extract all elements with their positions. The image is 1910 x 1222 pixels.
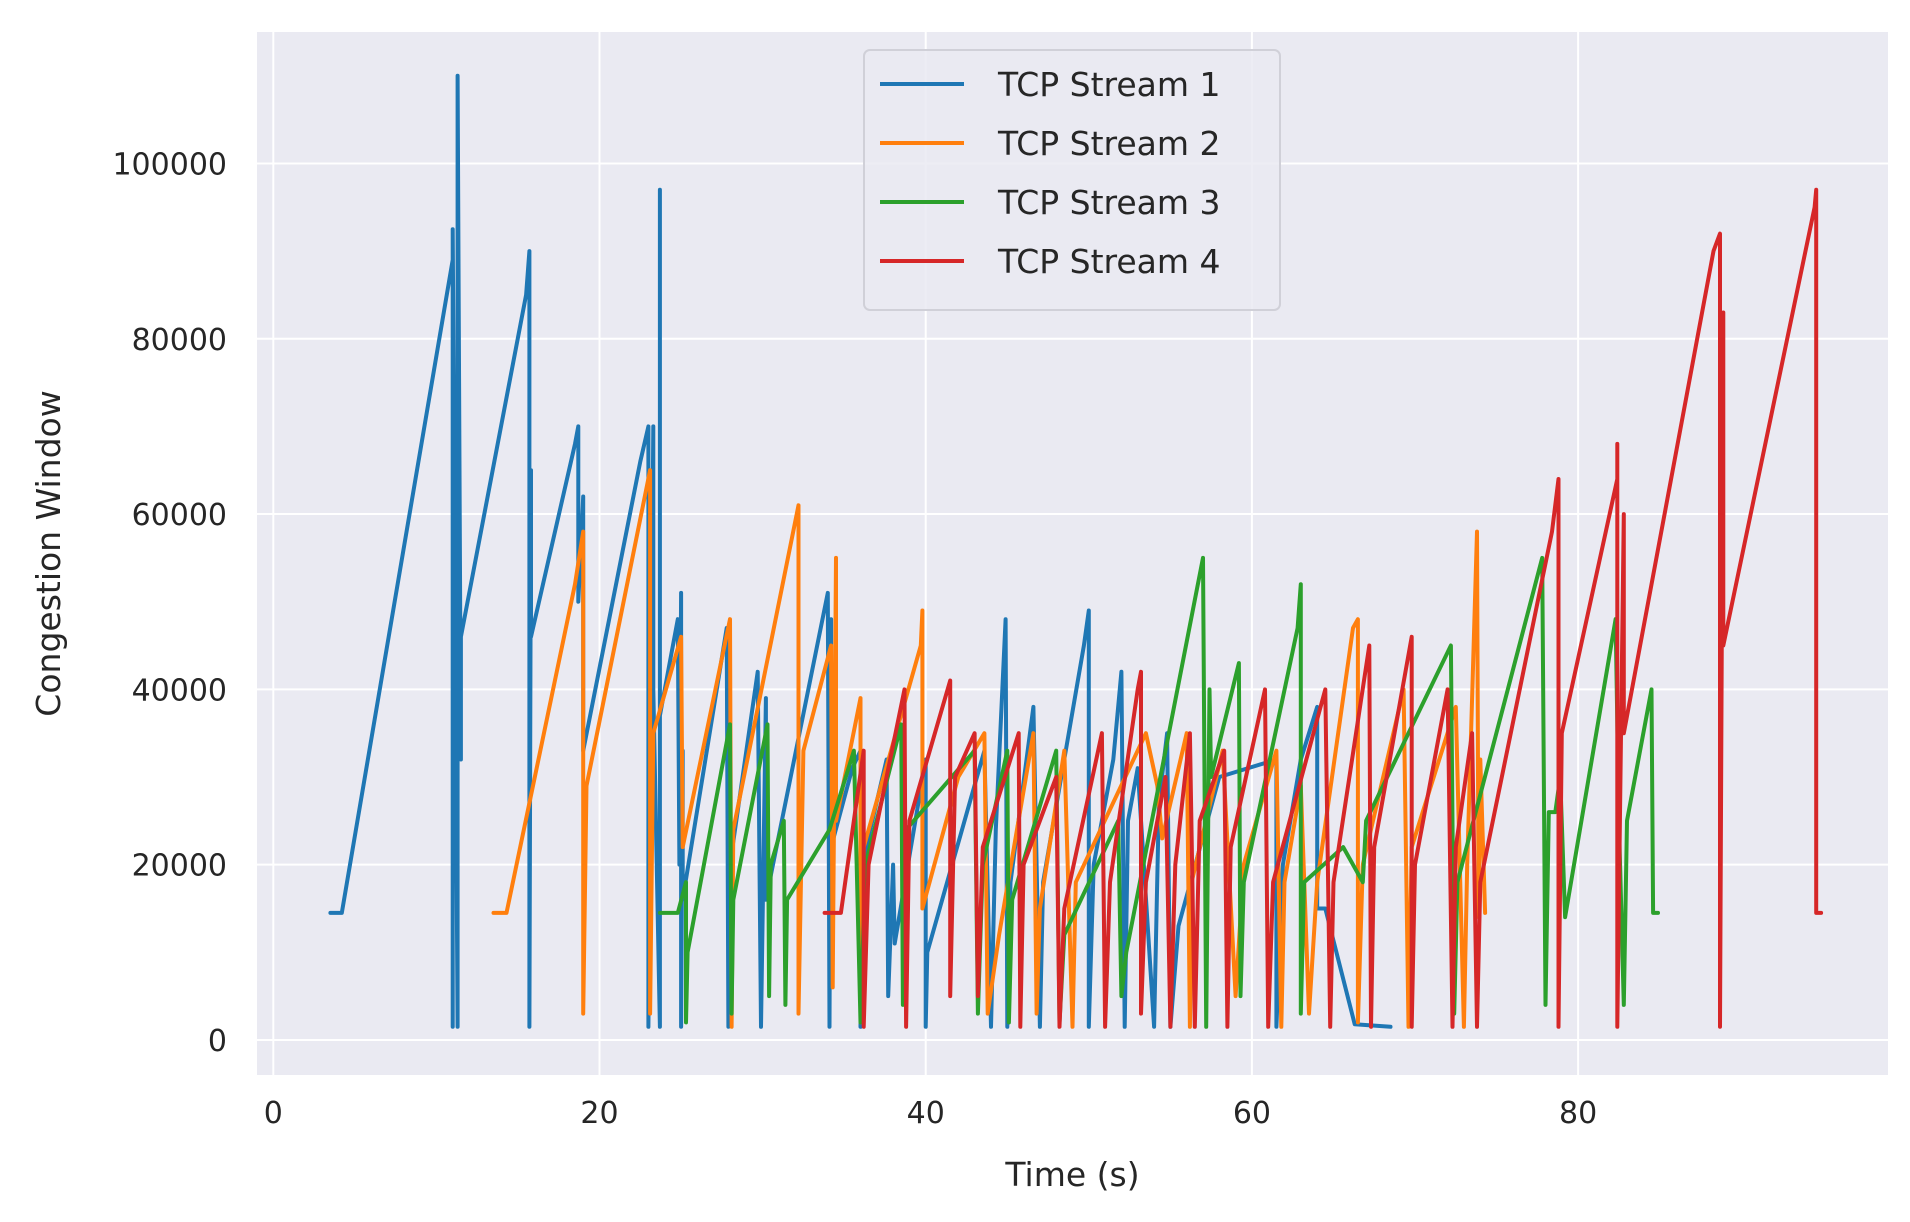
series-layer [328,73,1824,1029]
y-tick-label: 0 [208,1024,227,1059]
tick-labels: 0 20 40 60 80 0 20000 40000 60000 80000 100000 [112,147,1597,1131]
x-tick-label: 60 [1233,1096,1271,1131]
x-tick-label: 0 [264,1096,283,1131]
y-tick-label: 40000 [132,673,227,708]
legend-box [863,49,1281,311]
legend-label-2: TCP Stream 2 [997,124,1221,163]
legend: TCP Stream 1 TCP Stream 2 TCP Stream 3 TCP … [863,49,1281,311]
x-tick-label: 20 [580,1096,618,1131]
legend-label-4: TCP Stream 4 [997,242,1221,281]
x-tick-label: 40 [907,1096,945,1131]
y-tick-label: 80000 [132,323,227,358]
x-tick-label: 80 [1559,1096,1597,1131]
y-tick-label: 60000 [132,498,227,533]
legend-label-3: TCP Stream 3 [997,183,1221,222]
series-line-3 [657,555,1660,1029]
y-tick-label: 100000 [112,147,227,182]
series-line-2 [491,468,1488,1029]
y-axis-title: Congestion Window [29,390,68,716]
x-axis-title: Time (s) [1004,1155,1139,1194]
series-line-4 [822,187,1824,1029]
y-tick-label: 20000 [132,849,227,884]
legend-label-1: TCP Stream 1 [997,65,1221,104]
